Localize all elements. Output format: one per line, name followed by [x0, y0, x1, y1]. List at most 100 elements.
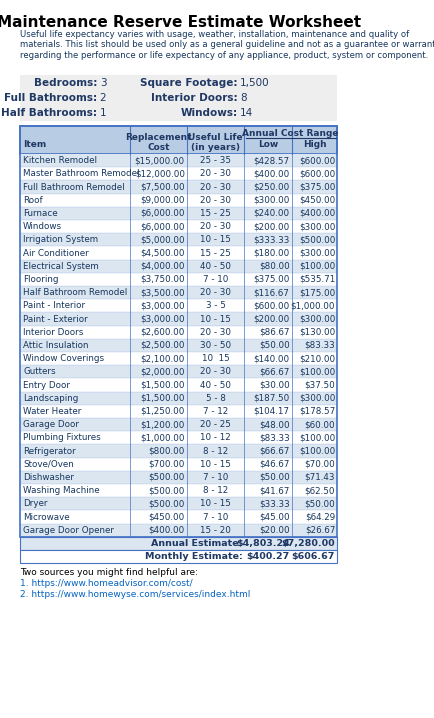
- Text: $400.00: $400.00: [148, 526, 185, 535]
- Text: $5,000.00: $5,000.00: [140, 236, 185, 244]
- Text: Useful life expectancy varies with usage, weather, installation, maintenance and: Useful life expectancy varies with usage…: [20, 30, 434, 60]
- FancyBboxPatch shape: [20, 444, 338, 457]
- Text: Air Conditioner: Air Conditioner: [23, 248, 89, 258]
- Text: $62.50: $62.50: [305, 486, 335, 495]
- Text: $1,500.00: $1,500.00: [140, 393, 185, 403]
- FancyBboxPatch shape: [20, 154, 338, 167]
- Text: 15 - 20: 15 - 20: [200, 526, 231, 535]
- FancyBboxPatch shape: [20, 75, 338, 121]
- Text: Useful Life
(in years): Useful Life (in years): [188, 133, 243, 152]
- Text: $4,803.24: $4,803.24: [236, 538, 289, 548]
- FancyBboxPatch shape: [20, 299, 338, 312]
- Text: $600.00: $600.00: [299, 169, 335, 178]
- Text: Water Heater: Water Heater: [23, 407, 82, 416]
- Text: $1,500.00: $1,500.00: [140, 381, 185, 389]
- Text: 20 - 30: 20 - 30: [200, 222, 231, 231]
- Text: $100.00: $100.00: [299, 261, 335, 271]
- Text: $46.67: $46.67: [259, 460, 289, 469]
- Text: $450.00: $450.00: [148, 513, 185, 521]
- FancyBboxPatch shape: [20, 273, 338, 286]
- Text: $100.00: $100.00: [299, 368, 335, 376]
- FancyBboxPatch shape: [20, 207, 338, 220]
- Text: 20 - 30: 20 - 30: [200, 182, 231, 192]
- Text: $80.00: $80.00: [259, 261, 289, 271]
- Text: Item: Item: [23, 140, 46, 149]
- Text: $116.67: $116.67: [254, 288, 289, 297]
- Text: Paint - Interior: Paint - Interior: [23, 302, 85, 310]
- Text: 7 - 10: 7 - 10: [203, 275, 228, 284]
- Text: Full Bathrooms:: Full Bathrooms:: [4, 93, 98, 103]
- Text: $50.00: $50.00: [259, 341, 289, 350]
- Text: $26.67: $26.67: [305, 526, 335, 535]
- Text: 15 - 25: 15 - 25: [200, 209, 231, 218]
- Text: $60.00: $60.00: [305, 420, 335, 429]
- Text: 20 - 25: 20 - 25: [200, 420, 231, 429]
- Text: 10 - 15: 10 - 15: [200, 236, 231, 244]
- Text: $187.50: $187.50: [253, 393, 289, 403]
- Text: $37.50: $37.50: [304, 381, 335, 389]
- Text: $178.57: $178.57: [299, 407, 335, 416]
- Text: Paint - Exterior: Paint - Exterior: [23, 314, 88, 324]
- Text: $15,000.00: $15,000.00: [135, 156, 185, 165]
- Text: $200.00: $200.00: [253, 222, 289, 231]
- Text: Interior Doors: Interior Doors: [23, 327, 83, 337]
- Text: 8 - 12: 8 - 12: [203, 447, 228, 455]
- FancyBboxPatch shape: [20, 286, 338, 299]
- FancyBboxPatch shape: [20, 352, 338, 365]
- Text: $180.00: $180.00: [253, 248, 289, 258]
- Text: $450.00: $450.00: [299, 196, 335, 205]
- Text: $4,500.00: $4,500.00: [140, 248, 185, 258]
- Text: $375.00: $375.00: [253, 275, 289, 284]
- Text: 30 - 50: 30 - 50: [200, 341, 231, 350]
- Text: $300.00: $300.00: [299, 222, 335, 231]
- Text: 1. https://www.homeadvisor.com/cost/: 1. https://www.homeadvisor.com/cost/: [20, 579, 193, 588]
- Text: $428.57: $428.57: [253, 156, 289, 165]
- Text: $800.00: $800.00: [148, 447, 185, 455]
- Text: $2,500.00: $2,500.00: [140, 341, 185, 350]
- Text: 3: 3: [100, 78, 106, 88]
- Text: $6,000.00: $6,000.00: [140, 222, 185, 231]
- Text: $3,750.00: $3,750.00: [140, 275, 185, 284]
- Text: 20 - 30: 20 - 30: [200, 169, 231, 178]
- Text: Full Bathroom Remodel: Full Bathroom Remodel: [23, 182, 125, 192]
- Text: Square Footage:: Square Footage:: [141, 78, 238, 88]
- FancyBboxPatch shape: [20, 246, 338, 260]
- Text: Irrigation System: Irrigation System: [23, 236, 98, 244]
- Text: $70.00: $70.00: [304, 460, 335, 469]
- Text: $500.00: $500.00: [148, 486, 185, 495]
- Text: $300.00: $300.00: [299, 248, 335, 258]
- Text: $6,000.00: $6,000.00: [140, 209, 185, 218]
- Text: Refrigerator: Refrigerator: [23, 447, 76, 455]
- Text: Furnace: Furnace: [23, 209, 58, 218]
- Text: 10 - 15: 10 - 15: [200, 314, 231, 324]
- Text: 15 - 25: 15 - 25: [200, 248, 231, 258]
- Text: $83.33: $83.33: [259, 433, 289, 442]
- FancyBboxPatch shape: [20, 391, 338, 405]
- Text: $48.00: $48.00: [259, 420, 289, 429]
- Text: $500.00: $500.00: [148, 473, 185, 482]
- Text: $7,500.00: $7,500.00: [140, 182, 185, 192]
- Text: $64.29: $64.29: [305, 513, 335, 521]
- Text: 8: 8: [240, 93, 247, 103]
- Text: $20.00: $20.00: [259, 526, 289, 535]
- Text: 7 - 10: 7 - 10: [203, 473, 228, 482]
- Text: $3,000.00: $3,000.00: [140, 302, 185, 310]
- Text: 20 - 30: 20 - 30: [200, 196, 231, 205]
- Text: $9,000.00: $9,000.00: [140, 196, 185, 205]
- Text: $50.00: $50.00: [304, 499, 335, 508]
- Text: Monthly Estimate:: Monthly Estimate:: [145, 552, 243, 561]
- Text: 20 - 30: 20 - 30: [200, 327, 231, 337]
- Text: $1,250.00: $1,250.00: [141, 407, 185, 416]
- Text: $33.33: $33.33: [259, 499, 289, 508]
- Text: $300.00: $300.00: [253, 196, 289, 205]
- Text: $500.00: $500.00: [148, 499, 185, 508]
- Text: $130.00: $130.00: [299, 327, 335, 337]
- Text: $700.00: $700.00: [148, 460, 185, 469]
- FancyBboxPatch shape: [20, 378, 338, 391]
- Text: Plumbing Fixtures: Plumbing Fixtures: [23, 433, 101, 442]
- Text: $300.00: $300.00: [299, 393, 335, 403]
- Text: $240.00: $240.00: [253, 209, 289, 218]
- Text: Half Bathroom Remodel: Half Bathroom Remodel: [23, 288, 127, 297]
- FancyBboxPatch shape: [20, 510, 338, 523]
- Text: $600.00: $600.00: [299, 156, 335, 165]
